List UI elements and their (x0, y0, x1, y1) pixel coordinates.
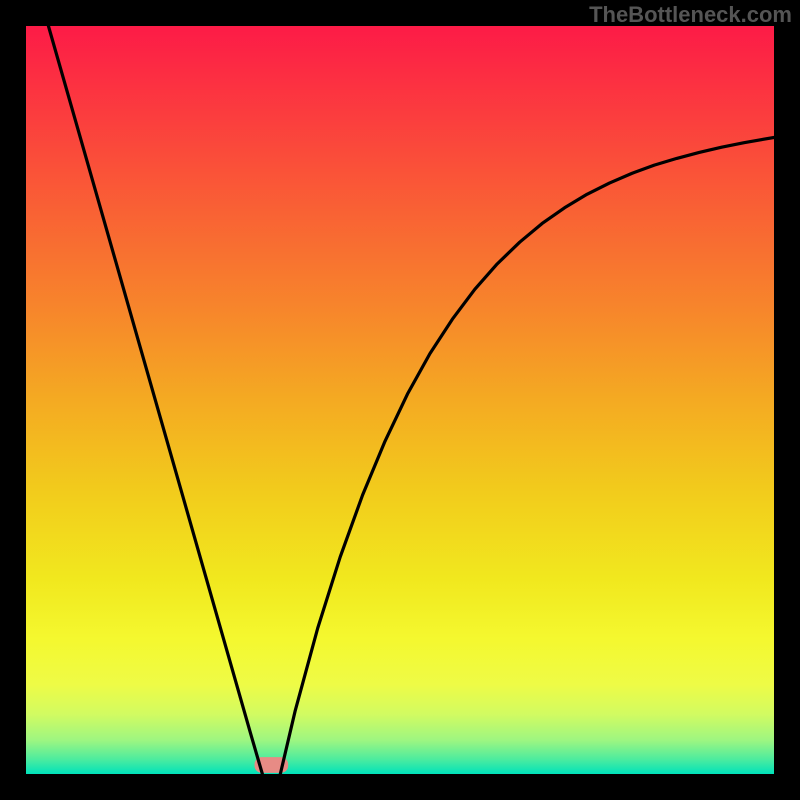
plot-area (26, 26, 774, 774)
curve-layer (26, 26, 774, 774)
curve-right-branch (280, 137, 774, 774)
chart-container: TheBottleneck.com (0, 0, 800, 800)
watermark-text: TheBottleneck.com (589, 2, 792, 28)
curve-left-branch (48, 26, 262, 774)
